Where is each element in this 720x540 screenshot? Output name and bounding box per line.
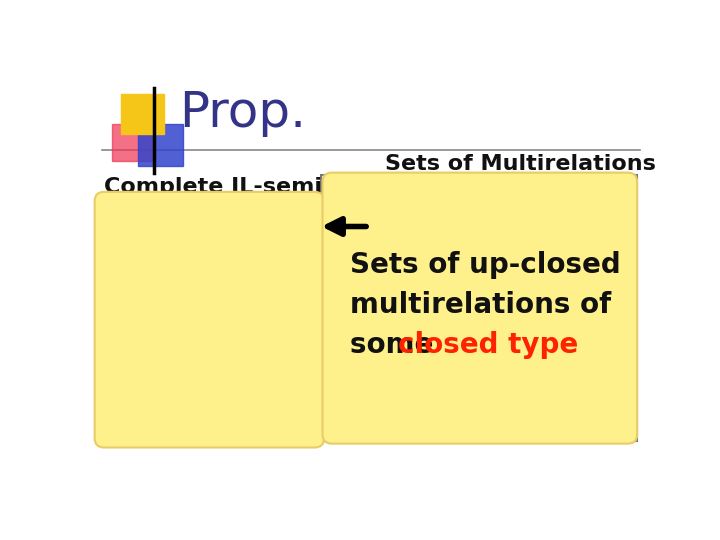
FancyBboxPatch shape — [323, 173, 637, 444]
Text: closed type: closed type — [397, 331, 578, 359]
Text: multirelations of: multirelations of — [350, 291, 611, 319]
FancyBboxPatch shape — [94, 192, 324, 448]
Bar — [138, 124, 183, 166]
Text: Complete IL-semirings: Complete IL-semirings — [104, 177, 386, 197]
Text: Sets of Multirelations: Sets of Multirelations — [384, 154, 656, 174]
Text: some: some — [350, 331, 443, 359]
Text: Sets of up-closed: Sets of up-closed — [350, 251, 621, 279]
Bar — [121, 94, 163, 134]
Text: Prop.: Prop. — [179, 89, 306, 137]
Bar — [112, 124, 154, 161]
